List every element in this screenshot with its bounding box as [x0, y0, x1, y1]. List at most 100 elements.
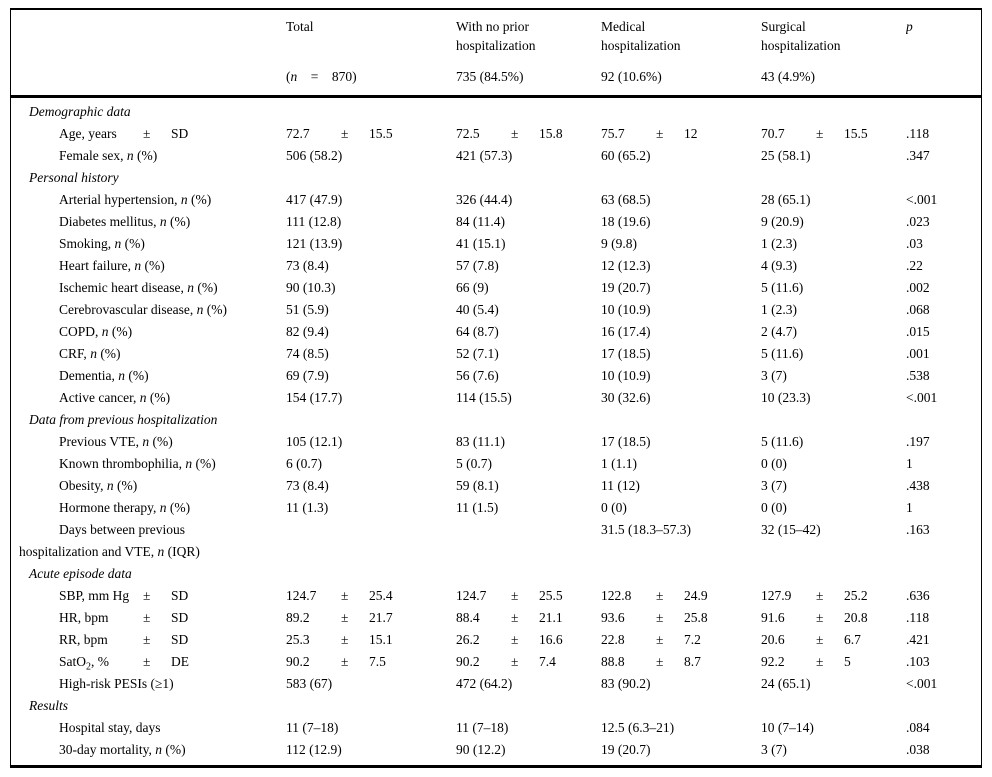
- cell-medical: [601, 167, 761, 189]
- cell-total: 74 (8.5): [286, 346, 329, 361]
- cell-surgical: 91.6 ±20.8: [761, 610, 868, 625]
- col-count-p: [906, 55, 981, 98]
- cell-medical: 10 (10.9): [601, 368, 651, 383]
- cell-surgical: 92.2 ±5: [761, 654, 851, 669]
- cell-surgical: 5 (11.6): [761, 346, 804, 361]
- cell-surgical: 28 (65.1): [761, 192, 811, 207]
- col-count-medical: 92 (10.6%): [601, 55, 761, 98]
- table-row: Obesity, n (%) 73 (8.4) 59 (8.1) 11 (12) 3 (…: [11, 475, 981, 497]
- table-row: Diabetes mellitus, n (%) 111 (12.8) 84 (11…: [11, 211, 981, 233]
- header-counts-row: (n = 870) 735 (84.5%) 92 (10.6%) 43 (4.9%): [11, 55, 981, 98]
- row-label: Acute episode data: [29, 566, 132, 581]
- cell-no_prior: 59 (8.1): [456, 478, 499, 493]
- cell-no_prior: 5 (0.7): [456, 456, 492, 471]
- cell-p: [906, 695, 981, 717]
- cell-no_prior: 88.4 ±21.1: [456, 610, 563, 625]
- table-row: 30-day mortality, n (%) 112 (12.9) 90 (12.…: [11, 739, 981, 765]
- cell-medical: 18 (19.6): [601, 214, 651, 229]
- row-label: SatO2, % ± DE: [59, 654, 189, 673]
- row-label: 30-day mortality, n (%): [59, 742, 186, 757]
- cell-no_prior: 472 (64.2): [456, 676, 513, 691]
- table-row: Smoking, n (%) 121 (13.9) 41 (15.1) 9 (9.8)…: [11, 233, 981, 255]
- table-row: Active cancer, n (%) 154 (17.7) 114 (15.5)…: [11, 387, 981, 409]
- row-label: Obesity, n (%): [59, 478, 138, 493]
- row-label: Active cancer, n (%): [59, 390, 171, 405]
- cell-p: .038: [906, 742, 930, 757]
- table-row: SatO2, % ± DE 90.2 ±7.5 90.2 ±7.4 88.8 ±8.7 92.2 ±…: [11, 651, 981, 673]
- cell-no_prior: 11 (7–18): [456, 720, 509, 735]
- cell-no_prior: 124.7 ±25.5: [456, 588, 563, 603]
- col-count-no_prior: 735 (84.5%): [456, 55, 601, 98]
- cell-surgical: 0 (0): [761, 500, 787, 515]
- cell-total: 6 (0.7): [286, 456, 322, 471]
- cell-medical: 1 (1.1): [601, 456, 637, 471]
- section-row: Data from previous hospitalization: [11, 409, 981, 431]
- cell-p: .538: [906, 368, 930, 383]
- cell-medical: 19 (20.7): [601, 742, 651, 757]
- table-row: Hormone therapy, n (%) 11 (1.3) 11 (1.5) 0 …: [11, 497, 981, 519]
- col-header-p: p: [906, 19, 913, 34]
- row-label: Heart failure, n (%): [59, 258, 165, 273]
- cell-medical: 30 (32.6): [601, 390, 651, 405]
- cell-total: [286, 563, 456, 585]
- cell-surgical: 1 (2.3): [761, 236, 797, 251]
- table-row: SBP, mm Hg ± SD 124.7 ±25.4 124.7 ±25.5 122.8 ±2…: [11, 585, 981, 607]
- section-row: Acute episode data: [11, 563, 981, 585]
- cell-total: [286, 97, 456, 124]
- row-label: HR, bpm ± SD: [59, 610, 189, 625]
- cell-medical: 17 (18.5): [601, 434, 651, 449]
- cell-p: [906, 97, 981, 124]
- cell-no_prior: [456, 695, 601, 717]
- row-label: Dementia, n (%): [59, 368, 149, 383]
- cell-total: 25.3 ±15.1: [286, 632, 393, 647]
- cell-no_prior: 11 (1.5): [456, 500, 499, 515]
- cell-total: 154 (17.7): [286, 390, 343, 405]
- cell-p: .118: [906, 126, 930, 141]
- row-label: CRF, n (%): [59, 346, 121, 361]
- table-row: COPD, n (%) 82 (9.4) 64 (8.7) 16 (17.4) 2 (4…: [11, 321, 981, 343]
- cell-no_prior: [456, 409, 601, 431]
- cell-total: 105 (12.1): [286, 434, 343, 449]
- cell-no_prior: 72.5 ±15.8: [456, 126, 563, 141]
- row-label: Diabetes mellitus, n (%): [59, 214, 191, 229]
- cell-medical: 122.8 ±24.9: [601, 588, 708, 603]
- cell-medical: 0 (0): [601, 500, 627, 515]
- cell-no_prior: [456, 167, 601, 189]
- cell-surgical: 25 (58.1): [761, 148, 811, 163]
- cell-surgical: [761, 409, 906, 431]
- cell-medical: 16 (17.4): [601, 324, 651, 339]
- cell-no_prior: 56 (7.6): [456, 368, 499, 383]
- section-row: Demographic data: [11, 97, 981, 124]
- cell-medical: 75.7 ±12: [601, 126, 698, 141]
- cell-p: .22: [906, 258, 923, 273]
- cell-medical: 19 (20.7): [601, 280, 651, 295]
- cell-no_prior: 114 (15.5): [456, 390, 512, 405]
- row-label: Cerebrovascular disease, n (%): [59, 302, 227, 317]
- cell-medical: 12.5 (6.3–21): [601, 720, 675, 735]
- cell-surgical: 2 (4.7): [761, 324, 797, 339]
- cell-p: <.001: [906, 192, 938, 207]
- cell-no_prior: 84 (11.4): [456, 214, 505, 229]
- cell-surgical: 1 (2.3): [761, 302, 797, 317]
- cell-total: [286, 167, 456, 189]
- col-count-label: [11, 55, 286, 98]
- cell-total: 417 (47.9): [286, 192, 343, 207]
- cell-medical: 83 (90.2): [601, 676, 651, 691]
- cell-total: 69 (7.9): [286, 368, 329, 383]
- cell-p: .118: [906, 610, 930, 625]
- cell-no_prior: 326 (44.4): [456, 192, 513, 207]
- row-label: Demographic data: [29, 104, 131, 119]
- cell-no_prior: 57 (7.8): [456, 258, 499, 273]
- table-row: Days between previous hospitalization an…: [11, 519, 981, 563]
- col-count-surgical: 43 (4.9%): [761, 55, 906, 98]
- cell-medical: [601, 563, 761, 585]
- row-label: High-risk PESIs (≥1): [59, 676, 174, 691]
- cell-p: .002: [906, 280, 930, 295]
- cell-medical: 10 (10.9): [601, 302, 651, 317]
- cell-medical: 60 (65.2): [601, 148, 651, 163]
- cell-total: 73 (8.4): [286, 478, 329, 493]
- cell-surgical: 9 (20.9): [761, 214, 804, 229]
- cell-surgical: 4 (9.3): [761, 258, 797, 273]
- row-label: Known thrombophilia, n (%): [59, 456, 216, 471]
